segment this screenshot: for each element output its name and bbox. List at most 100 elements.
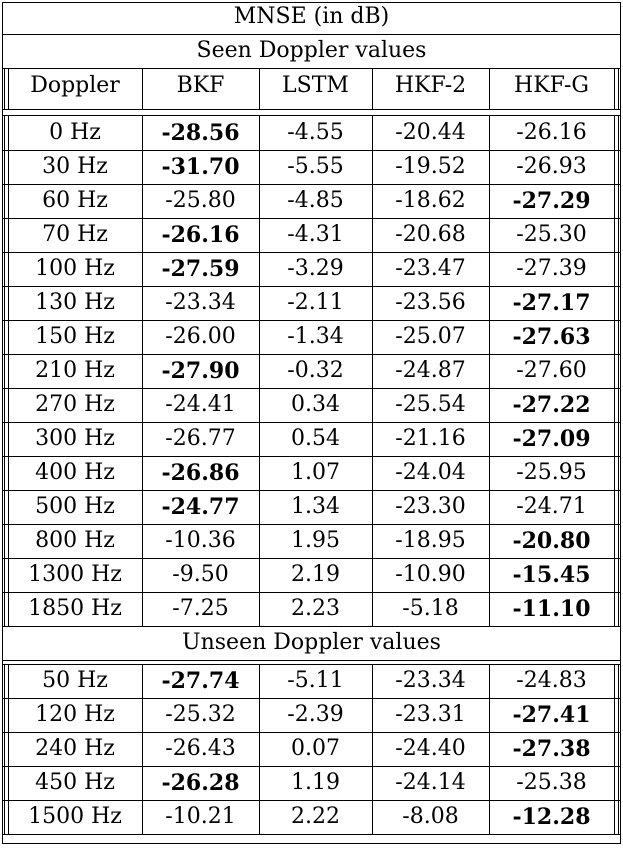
value-cell: -26.28 [161, 770, 240, 796]
column-header-doppler: Doppler [30, 73, 120, 98]
table-title: MNSE (in dB) [233, 4, 390, 29]
column-header-bkf: BKF [176, 73, 225, 98]
divider [2, 766, 621, 767]
column-rule [489, 664, 490, 834]
value-cell: -4.55 [287, 120, 344, 145]
value-cell: -31.70 [161, 154, 240, 180]
column-rule [618, 116, 619, 626]
unseen-section-label: Unseen Doppler values [182, 630, 441, 655]
divider [2, 109, 621, 110]
value-cell: -24.41 [165, 392, 236, 417]
doppler-cell: 50 Hz [42, 668, 108, 693]
divider [2, 592, 621, 593]
value-cell: -24.04 [395, 460, 466, 485]
value-cell: -27.63 [512, 324, 591, 350]
value-cell: -21.16 [395, 426, 466, 451]
doppler-cell: 1300 Hz [28, 562, 122, 587]
divider [2, 626, 621, 627]
divider [2, 456, 621, 457]
value-cell: -18.62 [395, 188, 466, 213]
column-rule [259, 116, 260, 626]
value-cell: -27.09 [512, 426, 591, 452]
doppler-cell: 130 Hz [35, 290, 115, 315]
divider [2, 834, 621, 835]
value-cell: -10.36 [165, 528, 236, 553]
value-cell: -11.10 [512, 596, 591, 622]
column-rule [142, 664, 143, 834]
doppler-cell: 800 Hz [35, 528, 115, 553]
divider [2, 150, 621, 151]
doppler-cell: 0 Hz [49, 120, 101, 145]
value-cell: -27.38 [512, 736, 591, 762]
divider [2, 115, 621, 116]
value-cell: -27.90 [161, 358, 240, 384]
value-cell: -28.56 [161, 120, 240, 146]
column-rule [618, 69, 619, 109]
column-rule [618, 664, 619, 834]
column-rule [8, 664, 9, 834]
divider [2, 218, 621, 219]
value-cell: -19.52 [395, 154, 466, 179]
value-cell: -15.45 [512, 562, 591, 588]
value-cell: -24.77 [161, 494, 240, 520]
value-cell: -12.28 [512, 804, 591, 830]
value-cell: -26.43 [165, 736, 236, 761]
column-rule [259, 664, 260, 834]
value-cell: 0.07 [291, 736, 340, 761]
divider [2, 800, 621, 801]
value-cell: -25.38 [516, 770, 587, 795]
value-cell: -23.47 [395, 256, 466, 281]
column-rule [142, 69, 143, 109]
value-cell: -26.00 [165, 324, 236, 349]
column-rule [372, 69, 373, 109]
value-cell: 1.07 [291, 460, 340, 485]
divider [2, 252, 621, 253]
doppler-cell: 60 Hz [42, 188, 108, 213]
column-header-hkf-g: HKF-G [514, 73, 589, 98]
column-rule [372, 664, 373, 834]
value-cell: -27.59 [161, 256, 240, 282]
value-cell: -24.40 [395, 736, 466, 761]
divider [2, 422, 621, 423]
value-cell: -25.30 [516, 222, 587, 247]
value-cell: -25.95 [516, 460, 587, 485]
value-cell: -25.32 [165, 702, 236, 727]
value-cell: -23.30 [395, 494, 466, 519]
doppler-cell: 300 Hz [35, 426, 115, 451]
value-cell: -27.60 [516, 358, 587, 383]
divider [2, 698, 621, 699]
value-cell: -10.21 [165, 804, 236, 829]
seen-section-label: Seen Doppler values [196, 38, 427, 63]
divider [2, 320, 621, 321]
value-cell: -25.54 [395, 392, 466, 417]
column-rule [614, 664, 615, 834]
value-cell: -25.07 [395, 324, 466, 349]
value-cell: -26.86 [161, 460, 240, 486]
column-header-lstm: LSTM [282, 73, 349, 98]
value-cell: -7.25 [172, 596, 229, 621]
column-rule [259, 69, 260, 109]
value-cell: 0.54 [291, 426, 340, 451]
doppler-cell: 120 Hz [35, 702, 115, 727]
value-cell: -24.71 [516, 494, 587, 519]
doppler-cell: 1850 Hz [28, 596, 122, 621]
divider [2, 68, 621, 69]
value-cell: -23.34 [165, 290, 236, 315]
value-cell: -4.85 [287, 188, 344, 213]
value-cell: -5.18 [402, 596, 459, 621]
value-cell: -2.11 [287, 290, 344, 315]
column-rule [142, 116, 143, 626]
divider [2, 732, 621, 733]
doppler-cell: 400 Hz [35, 460, 115, 485]
value-cell: 1.19 [291, 770, 340, 795]
value-cell: 2.19 [291, 562, 340, 587]
column-rule [489, 69, 490, 109]
column-rule [614, 69, 615, 109]
value-cell: 0.34 [291, 392, 340, 417]
column-rule [4, 116, 5, 626]
value-cell: -23.31 [395, 702, 466, 727]
value-cell: -2.39 [287, 702, 344, 727]
value-cell: -24.14 [395, 770, 466, 795]
value-cell: -9.50 [172, 562, 229, 587]
